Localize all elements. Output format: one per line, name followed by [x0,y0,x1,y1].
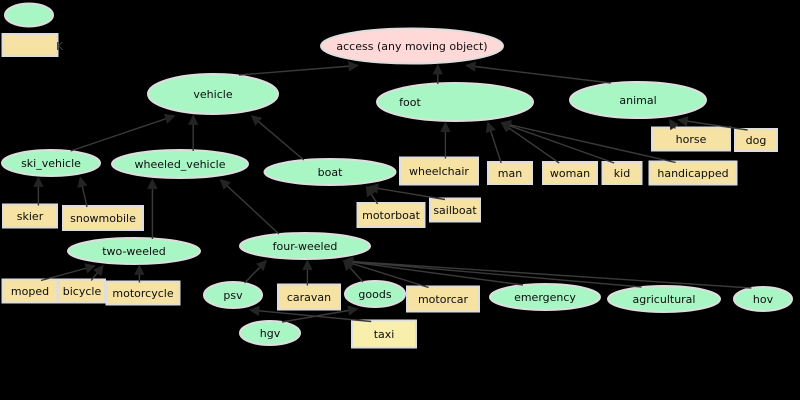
node-goods: goods [344,280,406,308]
node-caravan: caravan [277,283,341,311]
node-wheeled_vehicle: wheeled_vehicle [111,149,249,179]
node-moped-label: moped [11,285,49,298]
node-animal: animal [569,81,707,119]
edge-four-weeled-to-wheeled_vehicle [219,178,280,235]
node-agricultural-label: agricultural [633,293,696,306]
node-snowmobile: snowmobile [62,205,144,231]
node-hov-label: hov [753,293,774,306]
node-sailboat: sailboat [429,197,481,223]
nodes-layer: access (any moving object) vehicle foot ani… [1,27,793,349]
edges-layer [33,60,752,323]
node-emergency-label: emergency [514,291,576,304]
node-boat: boat [263,158,397,186]
node-hov: hov [733,286,793,312]
node-handicapped: handicapped [648,160,738,186]
edge-kid-to-foot [500,121,615,164]
node-goods-label: goods [358,288,391,301]
node-emergency: emergency [489,283,601,311]
edge-hov-to-four-weeled [342,256,752,289]
edge-agricultural-to-four-weeled [342,256,642,288]
edge-sailboat-to-boat [367,183,446,201]
node-handicapped-label: handicapped [657,167,728,180]
edge-emergency-to-four-weeled [342,256,524,286]
node-motorboat-label: motorboat [362,209,420,222]
node-motorcycle: motorcycle [105,280,181,306]
legend-swatch-legend_key [1,33,59,57]
edge-snowmobile-to-ski_vehicle [77,176,88,208]
node-four-weeled-label: four-weeled [273,240,338,253]
node-taxi: taxi [351,319,417,349]
edge-taxi-to-psv [248,305,372,323]
node-wheelchair: wheelchair [399,156,479,186]
node-moped: moped [1,278,59,304]
node-hgv: hgv [239,320,301,346]
node-foot: foot [376,82,534,122]
node-vehicle: vehicle [147,73,279,115]
edge-vehicle-to-access [238,60,359,76]
node-boat-label: boat [318,166,343,179]
node-motorboat: motorboat [356,202,426,228]
edge-animal-to-access [465,61,611,84]
edge-dog-to-animal [677,116,748,131]
node-psv-label: psv [223,289,243,302]
node-man-label: man [498,167,522,180]
node-woman: woman [542,161,598,185]
edge-motorcar-to-four-weeled [342,258,429,289]
node-kid-label: kid [614,167,630,180]
node-snowmobile-label: snowmobile [70,212,136,225]
node-wheeled_vehicle-label: wheeled_vehicle [135,158,226,171]
node-access: access (any moving object) [320,27,504,65]
legend-text: K [56,40,64,53]
node-animal-label: animal [619,94,656,107]
edge-horse-to-animal [668,118,680,131]
node-sailboat-label: sailboat [433,204,477,217]
node-man: man [487,161,533,185]
node-motorcycle-label: motorcycle [112,287,173,300]
node-horse: horse [651,126,731,152]
node-motorcar: motorcar [406,285,480,313]
legend-swatch-legend_category [4,2,54,28]
edge-hgv-to-goods [281,305,359,323]
node-caravan-label: caravan [287,291,331,304]
edge-motorboat-to-boat [365,185,379,205]
node-skier: skier [2,203,58,229]
edge-ski_vehicle-to-vehicle [70,113,176,152]
node-skier-label: skier [17,210,44,223]
node-bicycle-label: bicycle [63,285,102,298]
node-two-weeled: two-weeled [67,237,201,265]
node-hgv-label: hgv [260,327,281,340]
legend: K [1,2,64,57]
node-woman-label: woman [550,167,590,180]
node-vehicle-label: vehicle [193,88,232,101]
edge-handicapped-to-foot [500,119,676,164]
node-ski_vehicle: ski_vehicle [1,149,101,177]
node-two-weeled-label: two-weeled [102,245,166,258]
node-horse-label: horse [676,133,707,146]
node-agricultural: agricultural [607,285,721,313]
edge-man-to-foot [485,121,502,164]
node-taxi-label: taxi [374,328,395,341]
node-access-label: access (any moving object) [336,40,487,53]
edge-boat-to-vehicle [250,114,305,161]
edge-moped-to-two-weeled [40,263,96,282]
node-dog-label: dog [746,134,767,147]
node-motorcar-label: motorcar [418,293,469,306]
node-bicycle: bicycle [58,278,106,304]
node-wheelchair-label: wheelchair [409,165,469,178]
node-kid: kid [601,161,643,185]
node-four-weeled: four-weeled [239,232,371,260]
node-foot-label: foot [399,96,421,109]
edge-bicycle-to-two-weeled [90,264,104,281]
node-ski_vehicle-label: ski_vehicle [21,157,81,170]
edge-psv-to-four-weeled [244,259,268,284]
node-dog: dog [734,128,778,152]
node-psv: psv [203,281,263,309]
